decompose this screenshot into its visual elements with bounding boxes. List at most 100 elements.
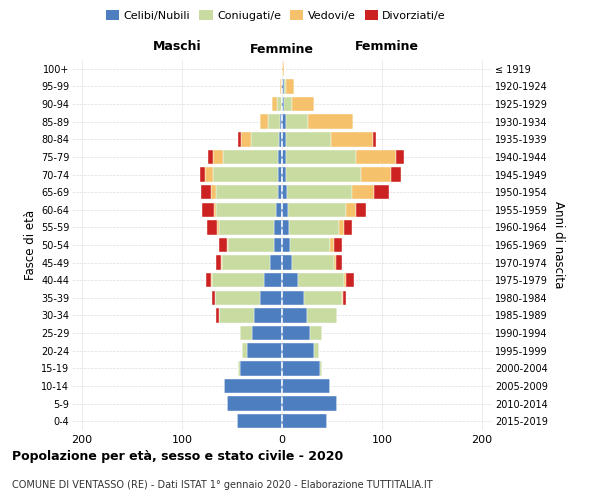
Bar — [260, 114, 268, 129]
Bar — [356, 150, 396, 164]
Bar — [346, 202, 356, 217]
Bar — [286, 79, 294, 94]
Bar — [240, 361, 282, 376]
Bar — [282, 97, 284, 112]
Bar — [219, 220, 274, 234]
Bar — [288, 202, 346, 217]
Y-axis label: Fasce di età: Fasce di età — [23, 210, 37, 280]
Bar — [216, 308, 219, 322]
Legend: Celibi/Nubili, Coniugati/e, Vedovi/e, Divorziati/e: Celibi/Nubili, Coniugati/e, Vedovi/e, Di… — [101, 6, 451, 25]
Bar — [282, 114, 286, 129]
Bar — [201, 185, 211, 200]
Bar — [224, 378, 282, 393]
Bar — [278, 150, 282, 164]
Bar — [282, 308, 307, 322]
Bar — [346, 273, 354, 287]
Bar — [298, 273, 344, 287]
Bar — [374, 185, 389, 200]
Bar — [252, 326, 282, 340]
Bar — [282, 132, 286, 146]
Bar — [208, 150, 213, 164]
Bar — [331, 132, 373, 146]
Bar — [223, 150, 278, 164]
Bar — [206, 273, 211, 287]
Bar — [212, 273, 264, 287]
Bar — [282, 414, 327, 428]
Text: Maschi: Maschi — [152, 40, 202, 53]
Bar — [282, 220, 289, 234]
Bar — [292, 97, 314, 112]
Bar — [282, 396, 337, 411]
Bar — [278, 185, 282, 200]
Bar — [310, 326, 322, 340]
Bar — [214, 202, 216, 217]
Bar — [242, 344, 247, 358]
Bar — [282, 344, 314, 358]
Bar — [342, 290, 343, 305]
Bar — [334, 238, 342, 252]
Bar — [336, 256, 342, 270]
Bar — [282, 168, 286, 181]
Bar — [282, 361, 320, 376]
Text: COMUNE DI VENTASSO (RE) - Dati ISTAT 1° gennaio 2020 - Elaborazione TUTTITALIA.I: COMUNE DI VENTASSO (RE) - Dati ISTAT 1° … — [12, 480, 433, 490]
Bar — [264, 273, 282, 287]
Bar — [217, 220, 219, 234]
Bar — [211, 273, 212, 287]
Text: Popolazione per età, sesso e stato civile - 2020: Popolazione per età, sesso e stato civil… — [12, 450, 343, 463]
Bar — [343, 290, 346, 305]
Bar — [292, 256, 334, 270]
Bar — [290, 238, 330, 252]
Bar — [352, 185, 374, 200]
Bar — [282, 378, 330, 393]
Bar — [282, 79, 284, 94]
Bar — [268, 114, 280, 129]
Bar — [213, 168, 278, 181]
Bar — [284, 97, 292, 112]
Bar — [277, 97, 282, 112]
Bar — [241, 132, 251, 146]
Bar — [238, 361, 240, 376]
Bar — [279, 132, 282, 146]
Bar — [280, 79, 282, 94]
Bar — [282, 202, 288, 217]
Bar — [282, 185, 287, 200]
Bar — [320, 361, 322, 376]
Bar — [282, 256, 292, 270]
Bar — [278, 168, 282, 181]
Bar — [307, 308, 337, 322]
Bar — [219, 308, 254, 322]
Bar — [282, 326, 310, 340]
Bar — [286, 114, 308, 129]
Bar — [286, 150, 356, 164]
Bar — [286, 168, 361, 181]
Bar — [282, 238, 290, 252]
Bar — [211, 185, 216, 200]
Bar — [304, 290, 342, 305]
Bar — [282, 150, 286, 164]
Bar — [344, 220, 352, 234]
Bar — [207, 220, 217, 234]
Bar — [289, 220, 339, 234]
Bar — [308, 114, 353, 129]
Bar — [219, 238, 227, 252]
Bar — [282, 290, 304, 305]
Bar — [391, 168, 401, 181]
Bar — [356, 202, 366, 217]
Bar — [254, 308, 282, 322]
Bar — [202, 202, 214, 217]
Bar — [237, 414, 282, 428]
Bar — [216, 185, 278, 200]
Bar — [361, 168, 391, 181]
Bar — [215, 290, 260, 305]
Bar — [205, 168, 213, 181]
Bar — [213, 150, 223, 164]
Bar — [284, 79, 286, 94]
Bar — [339, 220, 344, 234]
Bar — [212, 290, 215, 305]
Bar — [221, 256, 222, 270]
Bar — [276, 202, 282, 217]
Bar — [396, 150, 404, 164]
Bar — [240, 326, 252, 340]
Bar — [216, 256, 221, 270]
Bar — [286, 132, 331, 146]
